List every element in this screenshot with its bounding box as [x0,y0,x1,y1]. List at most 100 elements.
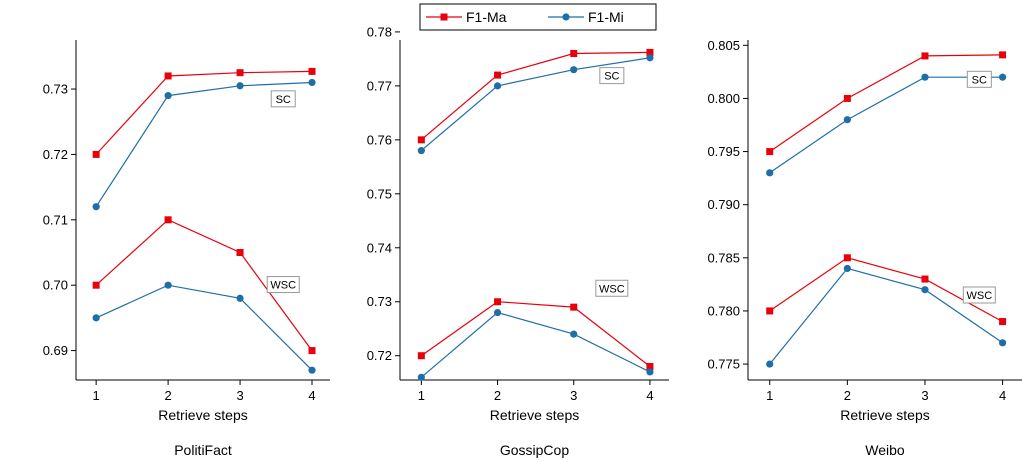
series-wsc-f1-ma [92,216,316,355]
series-wsc-f1-mi-line [95,284,313,371]
series-sc-f1-ma-point [766,148,774,156]
series-sc-f1-ma-point [999,51,1007,59]
series-wsc-f1-ma [417,298,654,371]
series-wsc-f1-ma-point [570,303,578,311]
series-wsc-f1-ma-line [95,219,313,351]
x-axis-title: Retrieve steps [158,407,247,423]
annotation-sc: SC [966,70,992,88]
y-tick-label: 0.76 [367,132,392,147]
x-tick-label: 2 [844,388,851,403]
annotation-label: SC [972,74,987,86]
y-tick-label: 0.795 [707,144,740,159]
annotation-label: SC [276,94,291,106]
series-sc-f1-ma [766,51,1007,156]
series-sc-f1-ma-point [164,72,172,80]
annotation-sc: SC [270,90,296,108]
x-tick-label: 1 [418,388,425,403]
y-tick-label: 0.75 [367,186,392,201]
series-wsc-f1-mi-line [769,267,1003,365]
series-sc-f1-mi-point [308,78,316,87]
x-tick-label: 3 [236,388,243,403]
y-tick-label: 0.805 [707,38,740,53]
annotation-wsc: WSC [962,286,996,304]
series-sc-f1-ma-line [769,54,1003,153]
series-wsc-f1-mi-line [420,311,651,378]
panel-weibo: 0.775 0.780 0.785 0.790 0.795 0.800 0.805 1 2 3 4 R… [707,38,1022,458]
y-tick-label: 0.78 [367,24,392,39]
series-sc-f1-ma-point [236,69,244,77]
panel-gossipcop: 0.72 0.73 0.74 0.75 0.76 0.77 0.78 1 2 3 4 Retrieve… [367,24,669,458]
annotation-label: WSC [966,290,992,302]
y-tick-label: 0.785 [707,250,740,265]
series-wsc-f1-ma-point [164,216,172,224]
x-tick-label: 1 [93,388,100,403]
series-sc-f1-mi-point [843,116,851,124]
series-sc-f1-mi [766,73,1007,177]
x-tick-label: 2 [164,388,171,403]
series-wsc-f1-ma-point [766,307,774,315]
series-wsc-f1-mi-point [921,286,929,294]
series-sc-f1-ma-point [417,136,425,144]
series-sc-f1-ma-line [420,51,650,141]
x-tick-label: 4 [999,388,1006,403]
series-wsc-f1-mi-point [417,373,425,381]
annotation-box [599,67,625,85]
series-sc-f1-ma-point [92,150,100,158]
panel-title: PolitiFact [174,442,232,458]
series-wsc-f1-mi-point [236,294,244,302]
series-wsc-f1-ma-point [646,363,654,371]
series-wsc-f1-ma-point [999,318,1007,326]
series-sc-f1-ma [417,48,654,144]
x-axis-title: Retrieve steps [840,407,929,423]
series-wsc-f1-ma-line [420,301,651,367]
series-sc-f1-mi-point [646,54,654,62]
series-sc-f1-mi-point [921,73,929,81]
series-sc-f1-mi-point [493,82,502,90]
series-wsc-f1-mi-point [308,366,316,374]
series-sc-f1-ma-point [921,52,929,60]
y-tick-label: 0.800 [707,91,740,106]
panel-title: GossipCop [500,442,569,458]
series-wsc-f1-ma-point [843,254,851,262]
series-wsc-f1-ma-point [236,249,244,256]
x-tick-label: 3 [570,388,577,403]
series-sc-f1-mi-point [164,91,172,100]
series-wsc-f1-ma-point [921,275,929,283]
series-wsc-f1-ma-point [92,281,100,289]
x-tick-label: 1 [766,388,773,403]
y-tick-label: 0.775 [707,357,740,372]
series-wsc-f1-mi-point [646,368,654,376]
series-sc-f1-mi-point [92,203,100,211]
series-sc-f1-mi-point [998,73,1007,81]
series-sc-f1-mi-point [570,66,578,74]
series-wsc-f1-mi-point [493,308,502,317]
annotation-label: SC [604,71,619,83]
annotation-box [962,286,996,304]
series-sc-f1-ma-point [308,67,316,75]
series-wsc-f1-mi-point [164,281,172,289]
series-wsc-f1-mi-point [843,264,851,273]
y-tick-label: 0.70 [43,278,68,293]
series-sc-f1-mi-line [420,57,650,152]
series-sc-f1-ma [92,67,316,158]
series-sc-f1-ma-line [95,70,313,155]
series-sc-f1-ma-point [494,71,502,79]
y-tick-label: 0.73 [43,82,68,97]
y-tick-label: 0.71 [43,212,68,227]
legend-marker-f1-ma [440,13,448,21]
annotation-wsc: WSC [266,276,300,294]
series-wsc-f1-mi-point [766,360,774,368]
series-sc-f1-mi-point [766,169,774,177]
series-wsc-f1-ma-point [494,298,502,306]
legend-marker-f1-mi [562,13,570,21]
series-sc-f1-mi-point [417,147,425,155]
y-tick-label: 0.77 [367,78,392,93]
series-sc-f1-mi [417,54,654,155]
series-wsc-f1-mi-point [998,339,1007,347]
series-wsc-f1-ma-point [417,352,425,360]
y-tick-label: 0.74 [367,240,392,255]
y-tick-label: 0.73 [367,294,392,309]
panel-politifact: 0.69 0.70 0.71 0.72 0.73 1 2 3 4 Retrieve steps Po… [43,40,330,458]
annotation-label: WSC [270,280,296,292]
